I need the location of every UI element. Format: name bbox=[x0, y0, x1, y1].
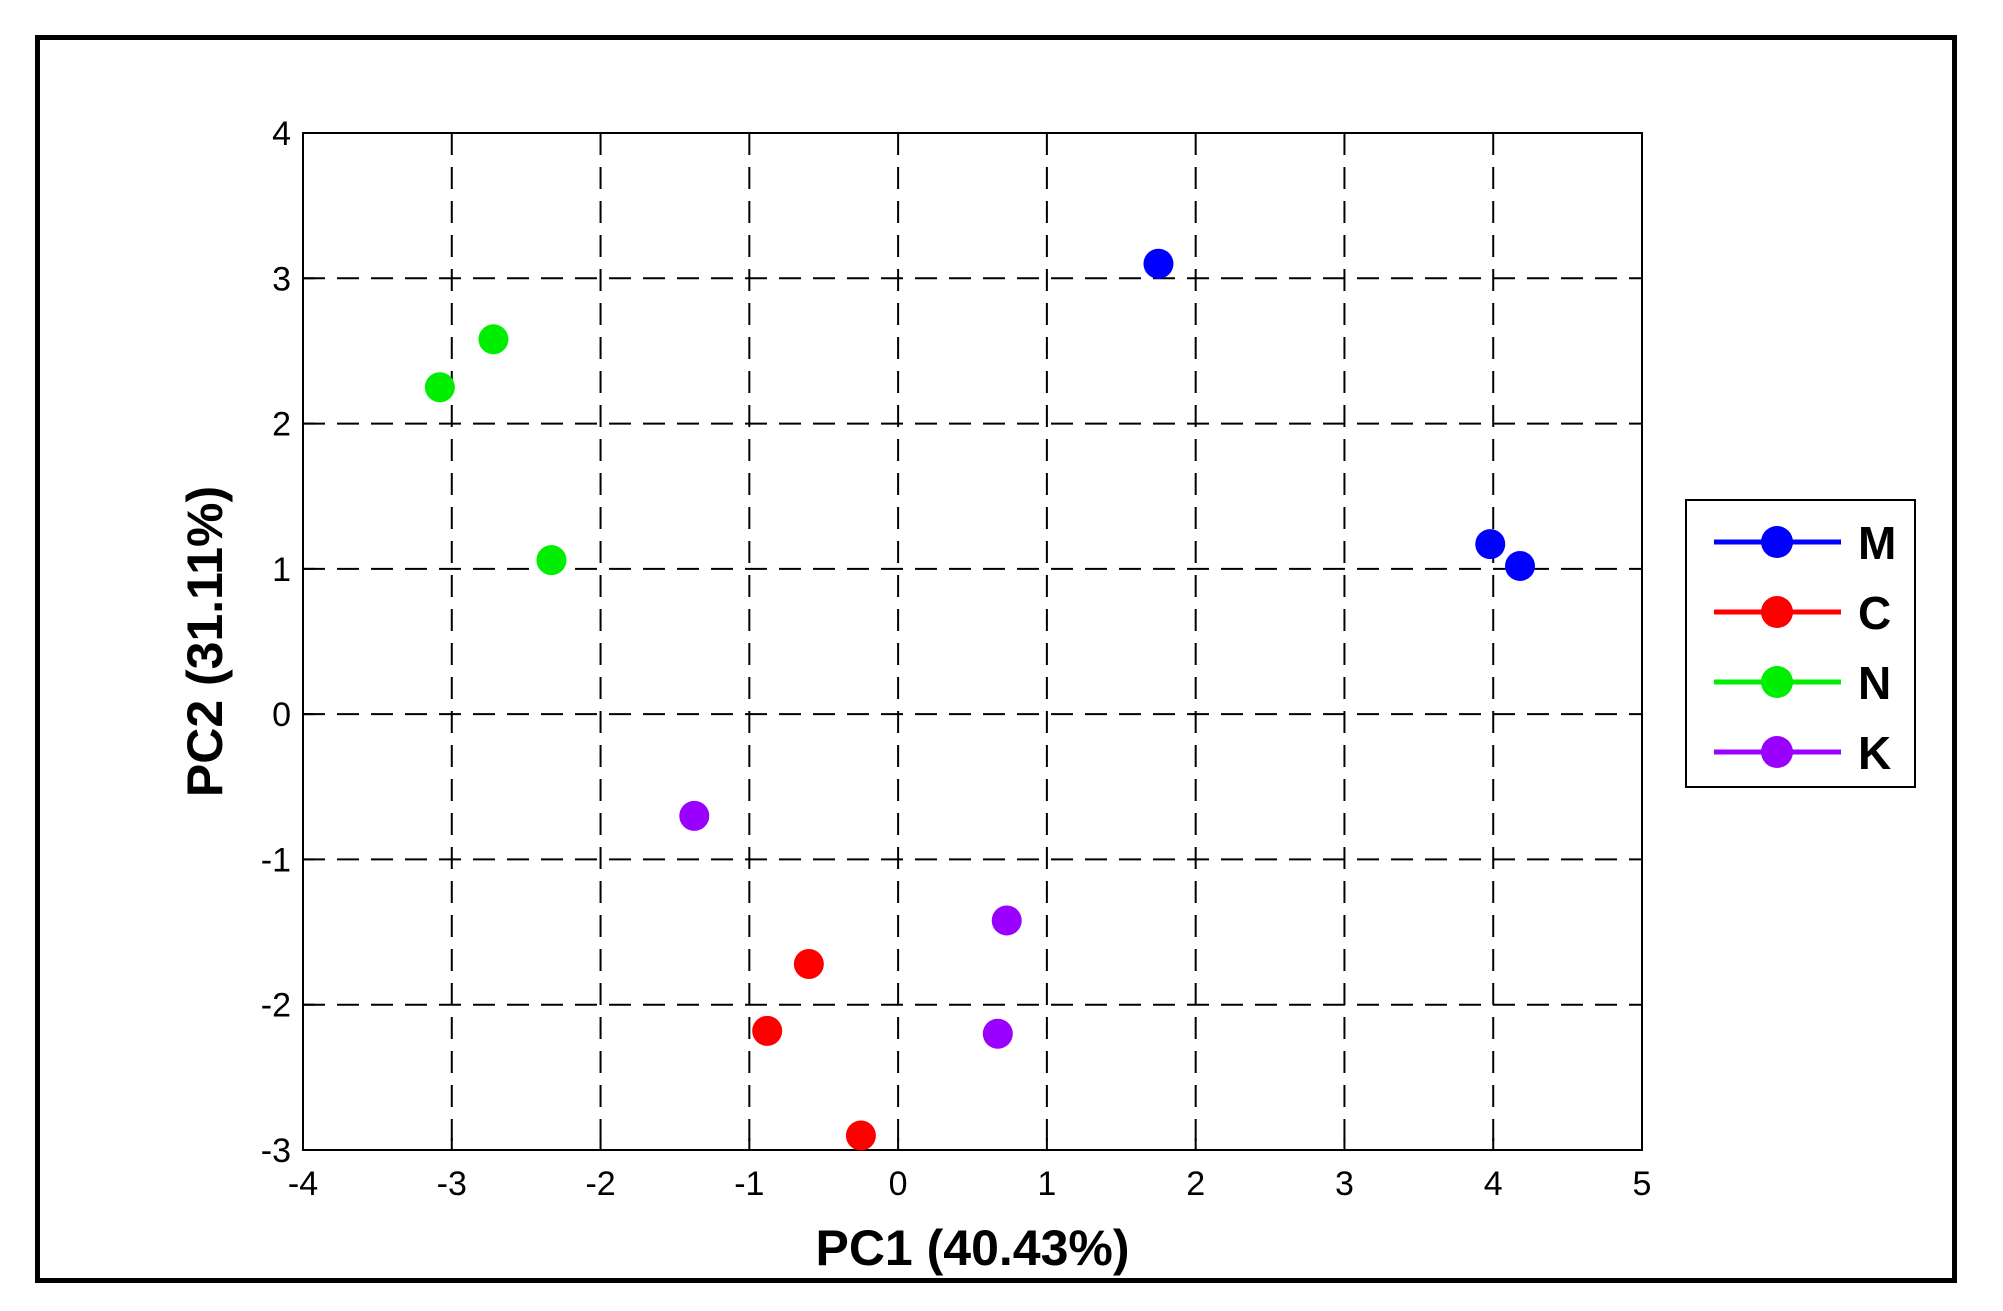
data-point-m bbox=[1143, 248, 1174, 279]
legend-marker-k bbox=[1761, 736, 1793, 768]
legend-marker-c bbox=[1761, 596, 1793, 628]
data-point-c bbox=[793, 949, 824, 980]
legend-label-m: M bbox=[1858, 517, 1896, 569]
y-tick-label: 1 bbox=[272, 551, 291, 589]
x-tick-label: -3 bbox=[437, 1165, 467, 1203]
legend-marker-m bbox=[1761, 526, 1793, 558]
legend-label-c: C bbox=[1858, 587, 1891, 639]
legend-marker-n bbox=[1761, 666, 1793, 698]
data-points bbox=[424, 248, 1536, 1151]
plot-area bbox=[302, 132, 1643, 1151]
data-point-k bbox=[991, 905, 1022, 936]
legend-label-n: N bbox=[1858, 657, 1891, 709]
x-tick-label: -2 bbox=[585, 1165, 615, 1203]
y-axis-title: PC2 (31.11%) bbox=[177, 486, 233, 797]
x-tick-label: 2 bbox=[1186, 1165, 1205, 1203]
y-tick-label: 4 bbox=[272, 115, 291, 153]
data-point-n bbox=[424, 372, 455, 403]
data-point-k bbox=[982, 1018, 1013, 1049]
grid bbox=[303, 133, 1642, 1150]
x-tick-label: 0 bbox=[889, 1165, 908, 1203]
x-tick-label: 3 bbox=[1335, 1165, 1354, 1203]
data-point-k bbox=[679, 800, 710, 831]
y-tick-label: -2 bbox=[261, 987, 291, 1025]
data-point-n bbox=[536, 545, 567, 576]
y-tick-label: -3 bbox=[261, 1132, 291, 1170]
data-point-c bbox=[752, 1015, 783, 1046]
legend-label-k: K bbox=[1858, 727, 1891, 779]
y-tick-label: 3 bbox=[272, 260, 291, 298]
data-point-m bbox=[1505, 550, 1536, 581]
x-tick-label: -1 bbox=[734, 1165, 764, 1203]
data-point-c bbox=[845, 1120, 876, 1151]
data-point-m bbox=[1475, 529, 1506, 560]
data-point-n bbox=[478, 324, 509, 355]
x-axis-title: PC1 (40.43%) bbox=[815, 1220, 1129, 1276]
legend-box bbox=[1685, 499, 1916, 788]
x-tick-label: 5 bbox=[1633, 1165, 1652, 1203]
x-tick-label: 1 bbox=[1037, 1165, 1056, 1203]
y-tick-label: 0 bbox=[272, 696, 291, 734]
figure-frame bbox=[35, 35, 1957, 1283]
y-tick-label: 2 bbox=[272, 406, 291, 444]
y-tick-label: -1 bbox=[261, 841, 291, 879]
x-tick-label: 4 bbox=[1484, 1165, 1503, 1203]
x-tick-label: -4 bbox=[288, 1165, 318, 1203]
